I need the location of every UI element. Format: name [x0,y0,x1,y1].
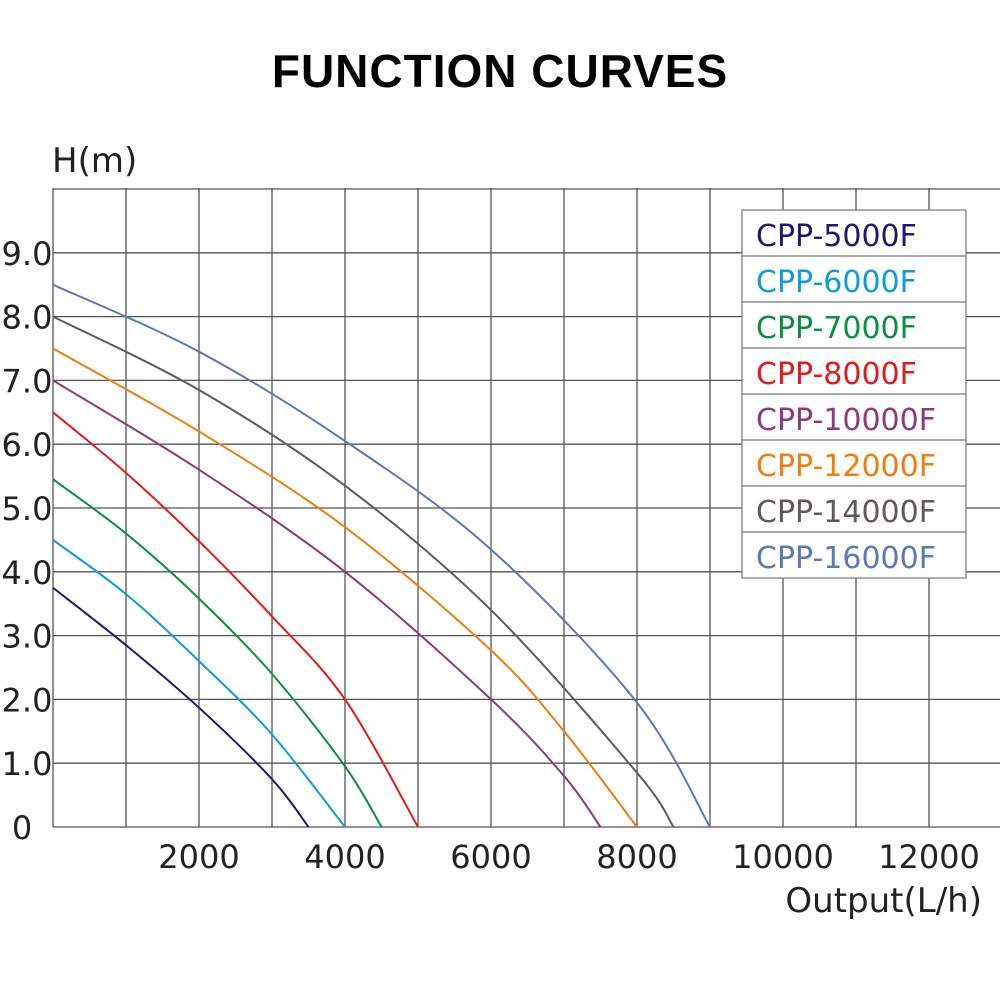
y-tick-label: 9.0 [2,235,53,273]
y-axis-label: H(m) [52,141,137,181]
x-axis-label: Output(L/h) [785,881,982,921]
series-line-cpp-10000f [52,379,602,828]
y-tick-label: 0 [12,809,32,847]
series-line-cpp-7000f [52,478,383,828]
x-tick-label: 12000 [878,838,980,876]
x-tick-label: 2000 [158,838,239,876]
series-line-cpp-14000f [52,315,675,828]
series-line-cpp-12000f [52,347,638,828]
legend-entry: CPP-6000F [756,265,917,300]
series-line-cpp-8000f [52,411,419,828]
x-tick-label: 4000 [304,838,385,876]
y-tick-label: 3.0 [2,618,53,656]
series-line-cpp-5000f [52,586,310,828]
y-tick-label: 1.0 [2,745,53,783]
x-tick-label: 6000 [450,838,531,876]
legend-entry: CPP-10000F [756,403,936,438]
legend-entry: CPP-14000F [756,495,936,530]
legend-entry: CPP-12000F [756,449,936,484]
y-tick-label: 5.0 [2,490,53,528]
legend-entry: CPP-16000F [756,541,936,576]
y-tick-label: 4.0 [2,554,53,592]
series-line-cpp-16000f [52,283,711,828]
y-tick-label: 7.0 [2,362,53,400]
y-tick-label: 2.0 [2,681,53,719]
legend-entry: CPP-8000F [756,357,917,392]
x-tick-label: 8000 [596,838,677,876]
y-tick-label: 8.0 [2,299,53,337]
legend-entry: CPP-7000F [756,311,917,346]
y-tick-label: 6.0 [2,426,53,464]
chart-title: FUNCTION CURVES [271,45,729,97]
x-tick-label: 10000 [732,838,834,876]
legend-entry: CPP-5000F [756,219,917,254]
series-line-cpp-6000f [52,539,346,828]
